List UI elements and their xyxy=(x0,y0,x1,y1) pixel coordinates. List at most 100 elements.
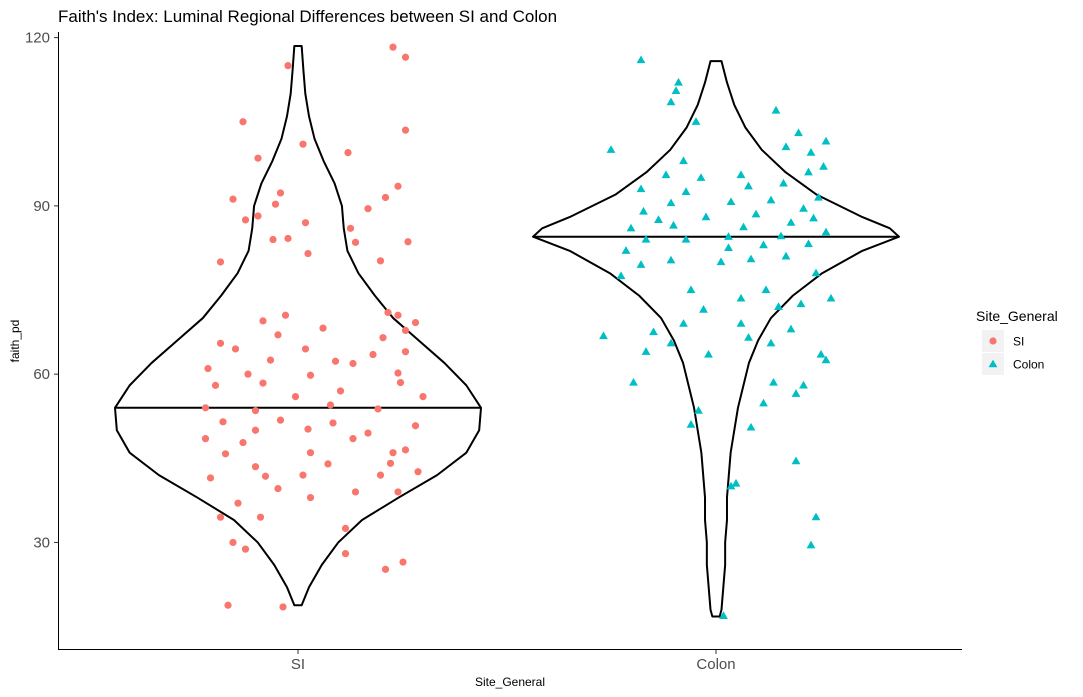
point-si xyxy=(341,524,350,533)
point-si xyxy=(274,484,282,493)
point-si xyxy=(239,118,247,126)
point-si xyxy=(216,339,225,347)
point-colon xyxy=(811,268,821,277)
y-ticks: 30 60 90 120 xyxy=(25,30,58,551)
point-si xyxy=(251,426,260,434)
point-si xyxy=(376,257,385,265)
point-si xyxy=(306,493,315,502)
point-colon xyxy=(724,232,733,240)
point-colon xyxy=(694,406,703,414)
point-si xyxy=(224,601,232,609)
point-si xyxy=(251,407,260,415)
point-si xyxy=(216,258,225,266)
point-si xyxy=(261,472,270,480)
point-si xyxy=(364,205,372,213)
point-colon xyxy=(769,377,778,386)
point-colon xyxy=(806,147,816,156)
point-si xyxy=(401,126,410,134)
x-ticks: SI Colon xyxy=(291,650,736,673)
point-si xyxy=(229,195,237,203)
point-colon xyxy=(719,611,728,620)
point-si xyxy=(254,212,262,220)
point-colon xyxy=(621,246,631,254)
point-si xyxy=(401,348,410,356)
point-colon xyxy=(691,117,701,125)
point-si xyxy=(241,545,250,553)
legend-label-colon: Colon xyxy=(1013,358,1044,372)
point-colon xyxy=(731,478,741,487)
point-si xyxy=(351,488,360,496)
y-tick-label: 60 xyxy=(33,366,50,383)
point-colon xyxy=(666,97,676,106)
point-si xyxy=(351,238,360,246)
point-si xyxy=(254,154,262,162)
point-si xyxy=(304,249,312,258)
point-si xyxy=(376,471,385,479)
point-colon xyxy=(786,218,796,226)
point-si xyxy=(299,140,307,148)
point-colon xyxy=(681,234,691,243)
x-tick-label-colon: Colon xyxy=(696,656,735,673)
point-colon xyxy=(636,184,646,193)
axes: 30 60 90 120 SI Colon xyxy=(25,30,962,673)
point-colon xyxy=(746,254,756,263)
point-si xyxy=(394,182,402,190)
point-si xyxy=(331,357,340,365)
point-colon xyxy=(739,222,748,231)
point-colon xyxy=(704,349,713,358)
point-colon xyxy=(781,142,791,151)
point-colon xyxy=(809,213,818,222)
point-si xyxy=(269,235,277,244)
point-colon xyxy=(641,234,651,243)
point-colon xyxy=(636,260,646,268)
point-colon xyxy=(736,319,746,327)
point-si xyxy=(259,379,267,387)
point-si xyxy=(389,449,397,457)
point-si xyxy=(231,345,240,353)
point-si xyxy=(411,422,420,430)
point-si xyxy=(401,446,410,454)
point-colon xyxy=(799,204,808,212)
point-si xyxy=(299,471,307,479)
point-si xyxy=(336,387,345,395)
legend-marker-colon xyxy=(988,359,998,368)
point-colon xyxy=(799,380,808,389)
point-si xyxy=(419,392,427,401)
point-si xyxy=(364,429,372,437)
point-si xyxy=(399,558,407,566)
point-si xyxy=(319,324,327,332)
point-si xyxy=(346,224,355,232)
point-si xyxy=(284,234,292,243)
point-si xyxy=(349,435,357,443)
point-si xyxy=(344,148,352,157)
point-si xyxy=(244,370,252,378)
point-si xyxy=(369,350,377,359)
point-colon xyxy=(751,209,761,218)
point-colon xyxy=(649,327,658,336)
point-si xyxy=(201,435,210,443)
point-si xyxy=(276,189,285,197)
point-colon xyxy=(786,324,796,333)
point-si xyxy=(384,308,392,317)
point-colon xyxy=(606,145,616,153)
legend: Site_General SI Colon xyxy=(976,308,1058,375)
point-si xyxy=(266,356,275,364)
point-si xyxy=(256,513,265,521)
point-si xyxy=(401,53,410,61)
point-colon xyxy=(776,231,786,240)
point-colon xyxy=(816,349,826,358)
point-colon xyxy=(796,299,806,308)
point-colon xyxy=(724,243,733,252)
point-si xyxy=(281,311,290,319)
point-si xyxy=(301,219,310,227)
point-si xyxy=(306,371,315,379)
point-colon xyxy=(679,319,688,327)
point-si xyxy=(259,317,267,325)
point-colon xyxy=(746,422,756,431)
violin-si xyxy=(114,45,482,607)
point-colon xyxy=(804,167,813,176)
point-colon xyxy=(766,338,776,347)
point-colon xyxy=(774,302,783,310)
point-colon xyxy=(669,220,678,229)
x-tick-label-si: SI xyxy=(291,656,305,673)
